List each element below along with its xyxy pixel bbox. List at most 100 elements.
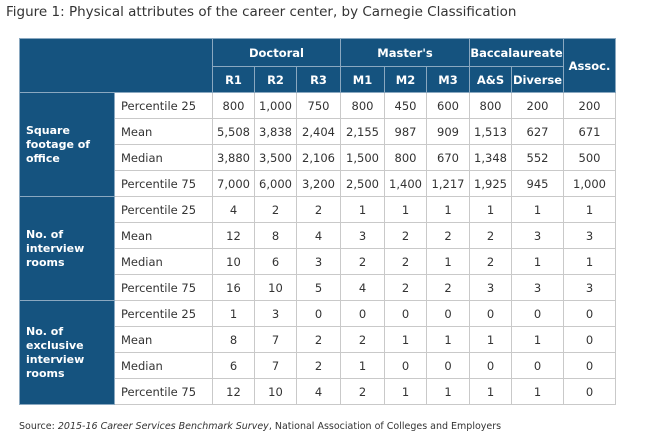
value-cell: 670 xyxy=(427,145,470,171)
stat-label: Mean xyxy=(115,327,213,353)
value-cell: 800 xyxy=(213,93,255,119)
value-cell: 987 xyxy=(385,119,427,145)
group-header-baccalaureate: Baccalaureate xyxy=(470,39,564,67)
value-cell: 0 xyxy=(427,353,470,379)
stat-label: Percentile 25 xyxy=(115,93,213,119)
value-cell: 1 xyxy=(512,197,564,223)
table-row: No. of interview rooms Percentile 25 4 2 2 1 1… xyxy=(20,197,616,223)
stat-label: Percentile 25 xyxy=(115,197,213,223)
column-header-m1: M1 xyxy=(341,67,385,93)
group-header-masters: Master's xyxy=(341,39,470,67)
value-cell: 800 xyxy=(470,93,512,119)
value-cell: 1,000 xyxy=(255,93,297,119)
column-header-m2: M2 xyxy=(385,67,427,93)
value-cell: 2 xyxy=(341,249,385,275)
value-cell: 1,217 xyxy=(427,171,470,197)
value-cell: 4 xyxy=(341,275,385,301)
value-cell: 1,348 xyxy=(470,145,512,171)
value-cell: 2 xyxy=(427,275,470,301)
value-cell: 1 xyxy=(341,197,385,223)
value-cell: 0 xyxy=(470,353,512,379)
value-cell: 2 xyxy=(341,379,385,405)
table-body: Square footage of office Percentile 25 800… xyxy=(20,93,616,405)
value-cell: 0 xyxy=(385,353,427,379)
value-cell: 2 xyxy=(341,327,385,353)
column-header-diverse: Diverse xyxy=(512,67,564,93)
value-cell: 1,500 xyxy=(341,145,385,171)
section-label: Square footage of office xyxy=(20,93,115,197)
stat-label: Percentile 75 xyxy=(115,171,213,197)
value-cell: 1 xyxy=(427,379,470,405)
value-cell: 0 xyxy=(564,353,616,379)
value-cell: 450 xyxy=(385,93,427,119)
value-cell: 909 xyxy=(427,119,470,145)
value-cell: 0 xyxy=(297,301,341,327)
value-cell: 5,508 xyxy=(213,119,255,145)
value-cell: 1 xyxy=(512,379,564,405)
value-cell: 2,155 xyxy=(341,119,385,145)
table-corner-cell xyxy=(20,39,213,93)
value-cell: 1 xyxy=(213,301,255,327)
value-cell: 627 xyxy=(512,119,564,145)
value-cell: 10 xyxy=(255,379,297,405)
value-cell: 2,106 xyxy=(297,145,341,171)
value-cell: 2 xyxy=(297,197,341,223)
value-cell: 2 xyxy=(427,223,470,249)
value-cell: 3 xyxy=(341,223,385,249)
value-cell: 8 xyxy=(255,223,297,249)
column-header-r1: R1 xyxy=(213,67,255,93)
column-header-r2: R2 xyxy=(255,67,297,93)
value-cell: 1 xyxy=(385,197,427,223)
value-cell: 600 xyxy=(427,93,470,119)
value-cell: 1,400 xyxy=(385,171,427,197)
value-cell: 0 xyxy=(427,301,470,327)
table-row: No. of exclusive interview rooms Percenti… xyxy=(20,301,616,327)
figure-title: Figure 1: Physical attributes of the car… xyxy=(6,4,517,20)
value-cell: 2 xyxy=(255,197,297,223)
value-cell: 2 xyxy=(470,249,512,275)
value-cell: 3,500 xyxy=(255,145,297,171)
stat-label: Mean xyxy=(115,119,213,145)
value-cell: 4 xyxy=(213,197,255,223)
value-cell: 6 xyxy=(255,249,297,275)
value-cell: 1 xyxy=(512,249,564,275)
stat-label: Median xyxy=(115,249,213,275)
value-cell: 3,200 xyxy=(297,171,341,197)
stat-label: Percentile 75 xyxy=(115,379,213,405)
value-cell: 750 xyxy=(297,93,341,119)
value-cell: 1 xyxy=(427,197,470,223)
value-cell: 8 xyxy=(213,327,255,353)
value-cell: 1 xyxy=(385,379,427,405)
stat-label: Percentile 75 xyxy=(115,275,213,301)
value-cell: 3 xyxy=(564,223,616,249)
value-cell: 0 xyxy=(512,353,564,379)
value-cell: 1,000 xyxy=(564,171,616,197)
column-header-r3: R3 xyxy=(297,67,341,93)
value-cell: 200 xyxy=(564,93,616,119)
section-label: No. of interview rooms xyxy=(20,197,115,301)
stat-label: Percentile 25 xyxy=(115,301,213,327)
value-cell: 1 xyxy=(427,327,470,353)
attributes-table: Doctoral Master's Baccalaureate Assoc. R… xyxy=(19,38,616,405)
value-cell: 1,925 xyxy=(470,171,512,197)
value-cell: 7 xyxy=(255,353,297,379)
value-cell: 2 xyxy=(385,249,427,275)
value-cell: 0 xyxy=(470,301,512,327)
value-cell: 0 xyxy=(341,301,385,327)
stat-label: Mean xyxy=(115,223,213,249)
value-cell: 3,838 xyxy=(255,119,297,145)
value-cell: 1 xyxy=(470,327,512,353)
value-cell: 2,500 xyxy=(341,171,385,197)
value-cell: 10 xyxy=(255,275,297,301)
value-cell: 671 xyxy=(564,119,616,145)
value-cell: 2 xyxy=(297,327,341,353)
value-cell: 7,000 xyxy=(213,171,255,197)
value-cell: 2,404 xyxy=(297,119,341,145)
value-cell: 3 xyxy=(564,275,616,301)
value-cell: 800 xyxy=(385,145,427,171)
value-cell: 2 xyxy=(297,353,341,379)
source-suffix: , National Association of Colleges and E… xyxy=(269,421,501,432)
value-cell: 3 xyxy=(297,249,341,275)
value-cell: 7 xyxy=(255,327,297,353)
value-cell: 200 xyxy=(512,93,564,119)
